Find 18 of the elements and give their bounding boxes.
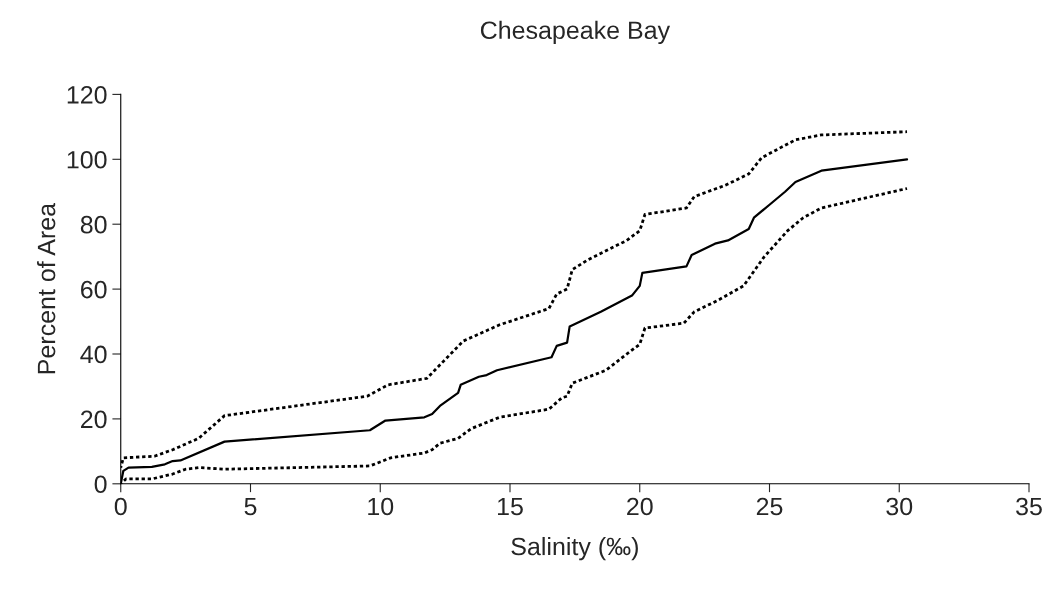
x-tick-label: 5 xyxy=(244,497,257,516)
y-tick-label: 80 xyxy=(80,215,107,234)
y-tick-label: 20 xyxy=(81,410,107,429)
x-tick-label: 30 xyxy=(886,497,913,516)
x-tick-label: 0 xyxy=(114,497,127,516)
y-axis-title: Percent of Area xyxy=(37,202,56,374)
y-tick-label: 40 xyxy=(80,345,107,364)
x-tick-label: 10 xyxy=(368,497,394,516)
x-tick-label: 25 xyxy=(756,497,783,516)
y-tick-label: 0 xyxy=(94,475,107,494)
chart-title: Chesapeake Bay xyxy=(480,20,671,45)
y-tick-label: 60 xyxy=(81,280,107,299)
y-tick-label: 100 xyxy=(67,150,107,169)
x-tick-label: 35 xyxy=(1016,497,1042,516)
y-tick-label: 120 xyxy=(67,86,107,104)
x-tick-label: 15 xyxy=(498,497,523,516)
x-tick-label: 20 xyxy=(627,497,653,516)
x-axis-title: Salinity (‰) xyxy=(511,536,638,561)
